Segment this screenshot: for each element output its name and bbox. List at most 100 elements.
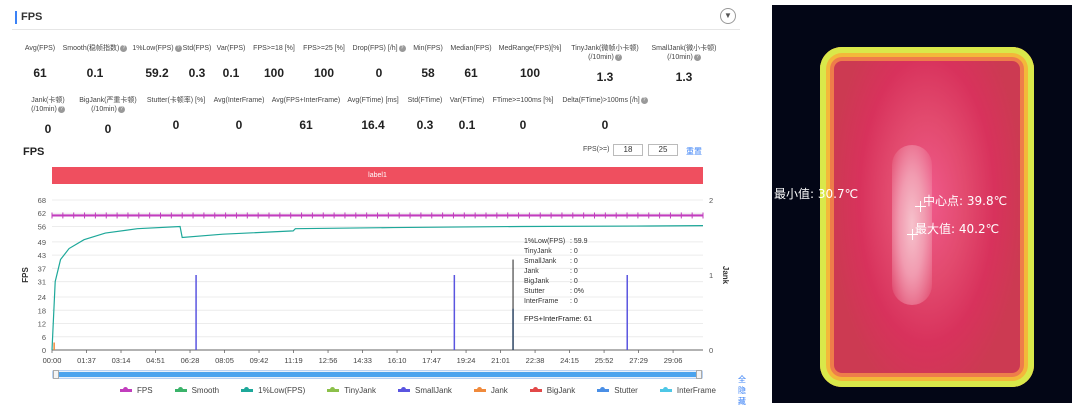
tooltip-key: InterFrame — [524, 298, 559, 305]
header-accent-bar — [15, 11, 17, 24]
legend-label: Stutter — [614, 385, 638, 395]
metric-label: Stutter(卡顿率) [%] — [146, 97, 206, 104]
help-icon[interactable]: ? — [57, 105, 65, 113]
legend-label: SmallJank — [414, 385, 452, 395]
row1-metric: 1%Low(FPS)? 59.2 — [107, 44, 207, 80]
tooltip-row: InterFrame : 0 — [524, 297, 614, 307]
legend-item[interactable]: InterFrame — [659, 385, 716, 395]
center-temp-label: 中心点: 39.8℃ — [923, 194, 1008, 208]
legend-item[interactable]: Jank — [473, 385, 508, 395]
x-tick-label: 29:06 — [664, 356, 683, 365]
metric-label: Var(FPS) — [216, 45, 246, 52]
metric-value: 100 — [263, 66, 285, 80]
min-temp-label: 最小值: 30.7℃ — [774, 187, 859, 201]
legend-item[interactable]: FPS — [120, 386, 153, 395]
tooltip-value: : 0 — [570, 298, 578, 305]
metric-value: 0.1 — [86, 66, 104, 80]
tooltip-fps-interframe: FPS+InterFrame: 61 — [524, 314, 593, 323]
help-icon[interactable]: ? — [693, 53, 701, 61]
x-tick-label: 00:00 — [43, 356, 62, 365]
x-tick-label: 04:51 — [146, 356, 165, 365]
row1-metric: TinyJank(微帧小卡顿) (/10min)? 1.3 — [555, 44, 655, 84]
metric-value: 0.3 — [188, 66, 206, 80]
x-tick-label: 27:29 — [629, 356, 648, 365]
legend-label: InterFrame — [676, 385, 716, 395]
metric-label: Std(FPS) — [182, 45, 212, 52]
hide-all-link[interactable]: 全隐藏 — [737, 374, 746, 406]
tooltip-row: 1%Low(FPS): 59.9 — [524, 237, 614, 247]
row1-metric: MedRange(FPS)[%] 100 — [480, 44, 580, 80]
legend-item[interactable]: TinyJank — [327, 386, 376, 395]
metric-value: 0 — [235, 118, 243, 132]
row2-metric: Avg(InterFrame) 0 — [189, 96, 289, 132]
metric-label: FPS>=25 [%] — [303, 45, 345, 52]
x-tick-label: 22:38 — [526, 356, 545, 365]
row1-metric: Std(FPS) 0.3 — [147, 44, 247, 80]
legend-marker — [174, 386, 187, 392]
y2-axis-title: Jank — [721, 266, 730, 285]
y2-tick-label: 2 — [709, 196, 713, 205]
metric-label: FTime>=100ms [%] — [492, 97, 554, 104]
x-tick-label: 01:37 — [77, 356, 96, 365]
metric-value: 0.1 — [458, 118, 476, 132]
help-icon[interactable]: ? — [174, 44, 182, 52]
metric-value: 100 — [313, 66, 335, 80]
tooltip-row: TinyJank: 0 — [524, 247, 614, 257]
row1-metric: FPS>=25 [%] 100 — [274, 44, 374, 80]
tooltip-row: SmallJank: 0 — [524, 257, 614, 267]
legend-item[interactable]: BigJank — [529, 386, 575, 395]
tooltip-key: 1%Low(FPS) — [524, 238, 566, 245]
metric-label: TinyJank(微帧小卡顿) — [571, 45, 639, 52]
tooltip-value: : 0 — [570, 258, 578, 265]
help-icon[interactable]: ? — [614, 53, 622, 61]
time-range-slider[interactable] — [52, 370, 703, 379]
legend-item[interactable]: Smooth — [174, 386, 219, 395]
legend-marker — [241, 386, 254, 392]
row1-metric: Drop(FPS) [/h]? 0 — [329, 44, 429, 80]
y-tick-label: 24 — [38, 293, 46, 302]
legend-item[interactable]: 1%Low(FPS) — [241, 386, 305, 395]
row1-metric: Var(FPS) 0.1 — [181, 44, 281, 80]
threshold-input-1[interactable]: 18 — [613, 144, 643, 156]
x-tick-label: 16:10 — [388, 356, 407, 365]
tooltip-value: : 0 — [570, 248, 578, 255]
slider-handle-left[interactable] — [53, 370, 59, 379]
metric-value: 0 — [44, 122, 52, 136]
y-tick-label: 37 — [38, 264, 46, 273]
center-crosshair-icon — [915, 201, 926, 212]
chevron-down-icon[interactable]: ▼ — [720, 8, 736, 24]
low1-series-line — [51, 224, 704, 351]
y-tick-label: 62 — [38, 209, 46, 218]
metric-label: Avg(FTime) [ms] — [347, 97, 399, 104]
metric-label: Avg(InterFrame) — [213, 97, 265, 104]
metric-label: 1%Low(FPS)? — [107, 44, 207, 53]
metric-label: Drop(FPS) [/h]? — [329, 44, 429, 53]
tooltip-key: Jank — [524, 268, 539, 275]
legend-label: Jank — [490, 385, 508, 395]
label-band[interactable]: label1 — [52, 167, 703, 184]
metric-value: 61 — [464, 66, 478, 80]
threshold-input-2[interactable]: 25 — [648, 144, 678, 156]
metric-value: 61 — [299, 118, 313, 132]
row2-metric: Stutter(卡顿率) [%] 0 — [126, 96, 226, 132]
row1-metric: SmallJank(微小卡顿) (/10min)? 1.3 — [634, 44, 734, 84]
help-icon[interactable]: ? — [117, 105, 125, 113]
slider-handle-right[interactable] — [696, 370, 702, 379]
metric-label: Avg(FPS) — [24, 45, 56, 52]
y-tick-label: 31 — [38, 278, 46, 287]
row1-metric: Min(FPS) 58 — [378, 44, 478, 80]
y-tick-label: 56 — [38, 222, 46, 231]
help-icon[interactable]: ? — [120, 44, 128, 52]
metric-value: 58 — [421, 66, 435, 80]
y-tick-label: 0 — [42, 346, 46, 355]
legend-item[interactable]: Stutter — [597, 386, 638, 395]
metric-value: 0 — [172, 118, 180, 132]
help-icon[interactable]: ? — [640, 96, 648, 104]
reset-link[interactable]: 重置 — [686, 147, 702, 156]
slider-range[interactable] — [59, 372, 696, 377]
legend-item[interactable]: SmallJank — [397, 385, 452, 395]
legend-label: 1%Low(FPS) — [258, 385, 306, 395]
legend-marker — [327, 386, 340, 392]
help-icon[interactable]: ? — [398, 44, 406, 52]
